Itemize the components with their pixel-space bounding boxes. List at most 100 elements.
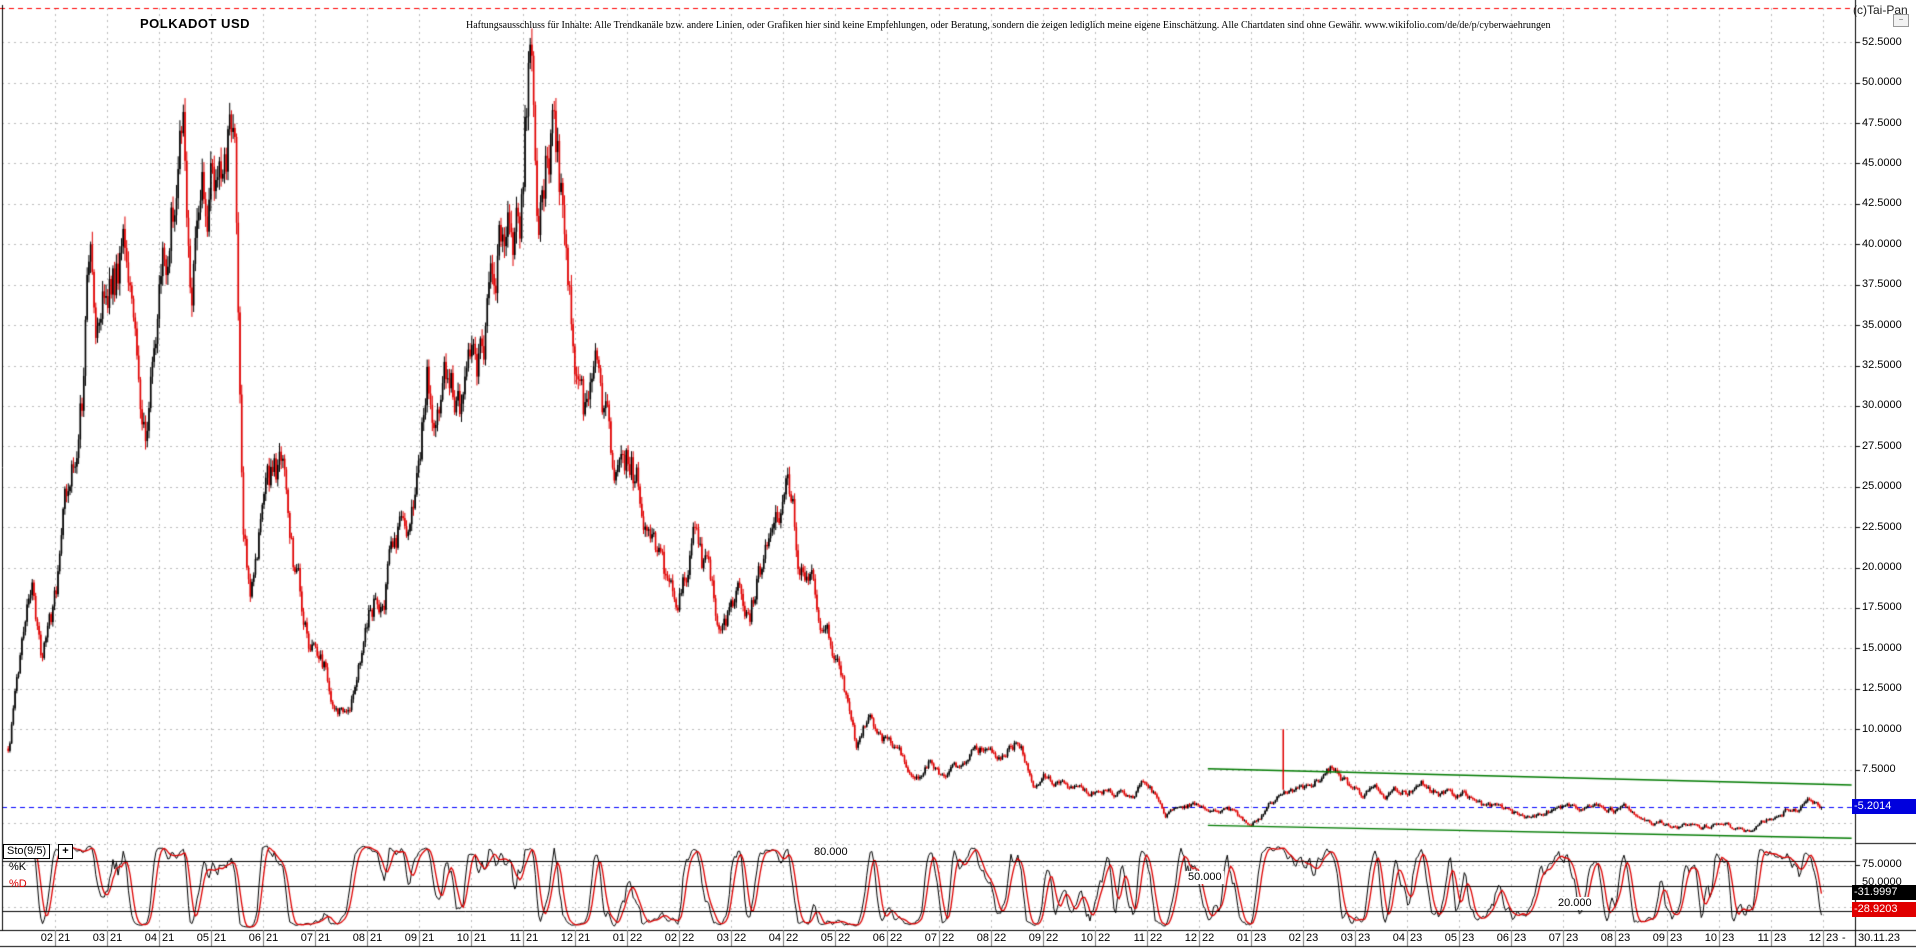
sto-axis-75: 75.0000 (1862, 858, 1902, 870)
price-axis-tick: 7.5000 (1862, 763, 1896, 776)
month-label: 07 (300, 932, 313, 944)
month-label: 04 (768, 932, 781, 944)
price-axis-tick: 12.5000 (1862, 682, 1902, 695)
add-indicator-button[interactable]: + (58, 844, 73, 859)
price-axis-tick: 27.5000 (1862, 439, 1902, 452)
month-label: 06 (872, 932, 885, 944)
month-label: 11 (1133, 932, 1145, 944)
price-axis-tick: 17.5000 (1862, 601, 1902, 614)
month-label: 05 (196, 932, 209, 944)
price-axis-tick: 45.0000 (1862, 156, 1902, 169)
disclaimer-text: Haftungsausschluss für Inhalte: Alle Tre… (466, 20, 1551, 31)
year-label: 21 (58, 932, 71, 944)
month-label: 02 (1288, 932, 1301, 944)
month-label: 01 (612, 932, 625, 944)
month-label: 07 (924, 932, 937, 944)
month-label: 09 (404, 932, 417, 944)
month-label: 12 (1184, 932, 1197, 944)
price-axis-tick: 25.0000 (1862, 480, 1902, 493)
k-line-label: %K (9, 861, 27, 873)
year-label: 22 (1098, 932, 1111, 944)
month-label: 12 (1808, 932, 1821, 944)
year-label: 23 (1358, 932, 1371, 944)
year-label: 23 (1410, 932, 1423, 944)
month-label: 07 (1548, 932, 1561, 944)
month-label: 01 (1236, 932, 1249, 944)
year-label: 21 (162, 932, 175, 944)
page-title: POLKADOT USD (140, 16, 250, 31)
year-label: 21 (526, 932, 539, 944)
month-label: 12 (560, 932, 573, 944)
month-label: 10 (456, 932, 469, 944)
month-label: 03 (92, 932, 105, 944)
tick-dash: - (1854, 903, 1858, 915)
month-label: 09 (1652, 932, 1665, 944)
year-label: 22 (682, 932, 695, 944)
year-label: 23 (1514, 932, 1527, 944)
level-80-label: 80.000 (812, 846, 850, 859)
year-label: 23 (1306, 932, 1319, 944)
year-label: 22 (734, 932, 747, 944)
year-label: 21 (214, 932, 227, 944)
month-label: 08 (352, 932, 365, 944)
price-axis-tick: 50.0000 (1862, 76, 1902, 89)
year-label: 22 (838, 932, 851, 944)
month-label: 10 (1080, 932, 1093, 944)
year-label: 21 (110, 932, 123, 944)
price-axis-tick: 10.0000 (1862, 722, 1902, 735)
month-label: 11 (509, 932, 521, 944)
price-axis-tick: 20.0000 (1862, 561, 1902, 574)
price-axis-tick: 37.5000 (1862, 278, 1902, 291)
price-axis-tick: 15.0000 (1862, 641, 1902, 654)
year-label: 22 (942, 932, 955, 944)
month-label: 02 (40, 932, 53, 944)
minimize-icon[interactable]: − (1893, 14, 1909, 27)
year-label: 21 (266, 932, 279, 944)
price-axis-tick: 42.5000 (1862, 197, 1902, 210)
year-label: 22 (786, 932, 799, 944)
indicator-name-button[interactable]: Sto(9/5) (3, 844, 51, 859)
year-label: 23 (1462, 932, 1475, 944)
level-50-label: 50.000 (1186, 871, 1224, 884)
year-label: 23 (1566, 932, 1579, 944)
year-label: 21 (422, 932, 435, 944)
month-label: 08 (976, 932, 989, 944)
month-label: 11 (1757, 932, 1769, 944)
month-label: 02 (664, 932, 677, 944)
month-label: 10 (1704, 932, 1717, 944)
year-label: 21 (370, 932, 383, 944)
month-label: 03 (716, 932, 729, 944)
d-line-label: %D (9, 878, 27, 890)
k-value: 31.9997 (1857, 886, 1898, 898)
year-label: 23 (1774, 932, 1787, 944)
time-axis-end-dash: - (1842, 932, 1846, 944)
price-axis-tick: 35.0000 (1862, 318, 1902, 331)
month-label: 06 (1496, 932, 1509, 944)
last-price-value: 5.2014 (1857, 800, 1892, 812)
price-axis-tick: 22.5000 (1862, 520, 1902, 533)
tick-dash: - (1854, 886, 1858, 898)
price-axis-tick: 30.0000 (1862, 399, 1902, 412)
d-value-badge: -28.9203 (1852, 902, 1916, 917)
year-label: 22 (1150, 932, 1163, 944)
year-label: 23 (1618, 932, 1631, 944)
year-label: 22 (1046, 932, 1059, 944)
last-price-badge: -5.2014 (1852, 799, 1916, 814)
year-label: 21 (578, 932, 591, 944)
month-label: 03 (1340, 932, 1353, 944)
d-value: 28.9203 (1857, 903, 1898, 915)
price-axis-tick: 40.0000 (1862, 237, 1902, 250)
month-label: 05 (820, 932, 833, 944)
year-label: 21 (318, 932, 331, 944)
last-date-label: 30.11.23 (1858, 932, 1901, 944)
price-axis-tick: 52.5000 (1862, 35, 1902, 48)
price-axis-tick: 47.5000 (1862, 116, 1902, 129)
level-20-label: 20.000 (1556, 897, 1594, 910)
month-label: 09 (1028, 932, 1041, 944)
price-axis-tick: 32.5000 (1862, 359, 1902, 372)
year-label: 21 (474, 932, 487, 944)
year-label: 22 (630, 932, 643, 944)
month-label: 05 (1444, 932, 1457, 944)
